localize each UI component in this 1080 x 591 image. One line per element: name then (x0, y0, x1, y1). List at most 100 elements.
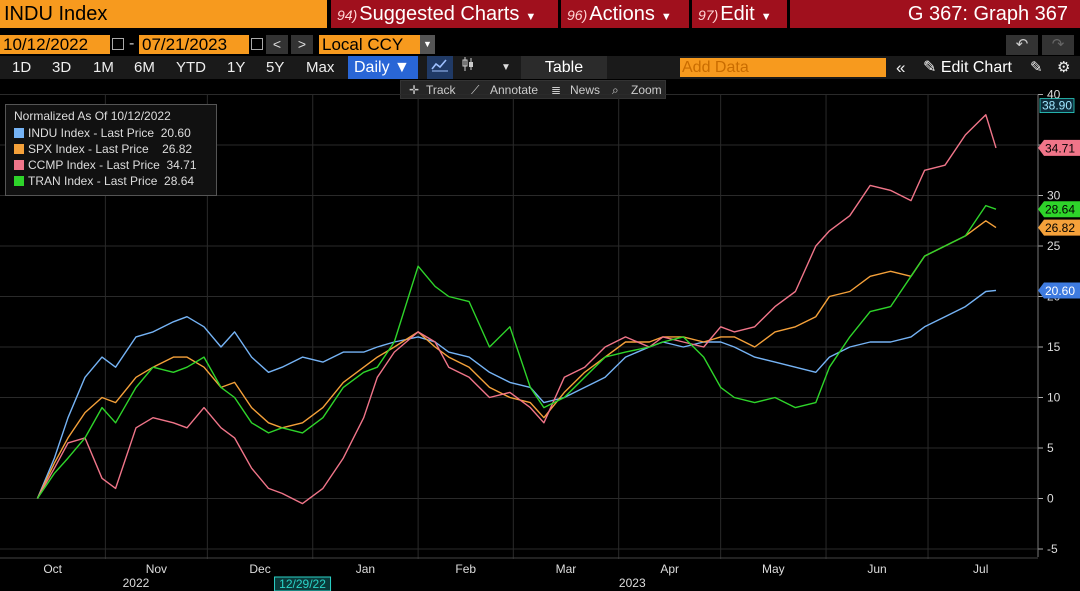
x-month-label: Apr (660, 562, 679, 576)
series-line-ccmp (36, 114, 997, 505)
period-1d[interactable]: 1D (12, 59, 32, 76)
prev-period-button[interactable]: < (266, 35, 288, 54)
series-line-tran (36, 204, 997, 499)
legend-label: CCMP Index - Last Price (28, 158, 160, 172)
actions-number: 96) (567, 7, 588, 23)
track-button[interactable]: Track (426, 83, 456, 97)
high-value-text: 38.90 (1042, 99, 1072, 113)
legend-item-spx[interactable]: SPX Index - Last Price 26.82 (14, 141, 208, 157)
edit-chart-label: Edit Chart (940, 59, 1012, 76)
period-1y[interactable]: 1Y (227, 59, 246, 76)
y-tick-label: 0 (1047, 492, 1054, 506)
calendar-icon[interactable] (251, 38, 263, 50)
chevron-down-icon: ▼ (525, 11, 537, 23)
last-value-tag-shape (1038, 139, 1080, 156)
y-tick-label: 30 (1047, 189, 1061, 203)
suggested-charts-button[interactable]: 94) Suggested Charts ▼ (331, 0, 558, 28)
actions-label: Actions (589, 3, 655, 25)
chart-legend[interactable]: Normalized As Of 10/12/2022 INDU Index -… (5, 104, 217, 196)
x-year-label: 2022 (123, 576, 150, 590)
gear-icon[interactable]: ⚙ (1057, 59, 1071, 76)
security-ticker-field[interactable]: INDU Index (0, 0, 327, 28)
legend-swatch (14, 160, 24, 170)
start-date-input[interactable]: 10/12/2022 (0, 35, 110, 54)
period-6m[interactable]: 6M (134, 59, 155, 76)
period-max[interactable]: Max (306, 59, 335, 76)
period-5y[interactable]: 5Y (266, 59, 285, 76)
next-period-button[interactable]: > (291, 35, 313, 54)
redo-icon[interactable]: ↷ (1042, 35, 1074, 55)
y-tick-label: 5 (1047, 441, 1054, 455)
period-ytd[interactable]: YTD (176, 59, 206, 76)
end-date-input[interactable]: 07/21/2023 (139, 35, 249, 54)
cursor-date-label: 12/29/22 (279, 577, 326, 591)
legend-value: 20.60 (160, 126, 191, 140)
pencil-icon: ✎ (923, 59, 937, 76)
period-1m[interactable]: 1M (93, 59, 114, 76)
suggested-charts-number: 94) (337, 7, 358, 23)
x-month-label: Oct (43, 562, 62, 576)
calendar-icon[interactable] (112, 38, 124, 50)
annotate-button[interactable]: Annotate (490, 83, 539, 97)
last-value-tag-shape (1038, 201, 1080, 218)
x-month-label: Nov (146, 562, 167, 576)
undo-icon[interactable]: ↶ (1006, 35, 1038, 55)
high-value-tag (1039, 98, 1075, 114)
legend-value: 34.71 (166, 158, 197, 172)
legend-swatch (14, 128, 24, 138)
table-button[interactable]: Table (521, 56, 607, 79)
legend-title: Normalized As Of 10/12/2022 (14, 109, 171, 123)
edit-menu-button[interactable]: 97) Edit ▼ (692, 0, 787, 28)
legend-label: TRAN Index - Last Price (28, 174, 158, 188)
last-value-tag-indu: 20.60 (1038, 282, 1080, 299)
chevron-down-icon: ▼ (660, 11, 672, 23)
legend-swatch (14, 176, 24, 186)
last-value-text: 28.64 (1045, 203, 1075, 217)
x-month-label: May (762, 562, 785, 576)
date-separator: - (129, 35, 135, 52)
y-tick-label: 15 (1047, 340, 1061, 354)
collapse-double-chevron-icon[interactable]: « (896, 58, 906, 77)
legend-item-ccmp[interactable]: CCMP Index - Last Price 34.71 (14, 157, 208, 173)
last-value-tag-spx: 26.82 (1038, 219, 1080, 236)
legend-label: SPX Index - Last Price (28, 142, 149, 156)
x-year-label: 2023 (619, 576, 646, 590)
y-tick-label: 10 (1047, 391, 1061, 405)
title-bar: INDU Index 94) Suggested Charts ▼ 96) Actio… (0, 0, 1080, 29)
candlestick-glyph (462, 57, 473, 71)
period-3d[interactable]: 3D (52, 59, 72, 76)
chevron-down-icon[interactable]: ▼ (420, 35, 435, 54)
actions-button[interactable]: 96) Actions ▼ (561, 0, 689, 28)
last-value-tag-ccmp: 34.71 (1038, 139, 1080, 156)
frequency-select[interactable]: Daily ▼ (348, 56, 418, 79)
x-month-label: Jul (973, 562, 988, 576)
edit-number: 97) (698, 7, 719, 23)
last-value-tag-shape (1038, 282, 1080, 299)
y-tick-label: 40 (1047, 88, 1061, 102)
legend-label: INDU Index - Last Price (28, 126, 155, 140)
legend-value: 28.64 (164, 174, 195, 188)
legend-item-tran[interactable]: TRAN Index - Last Price 28.64 (14, 173, 208, 189)
period-toolbar: 1D 3D 1M 6M YTD 1Y 5Y Max Daily ▼ ▼ Tabl… (0, 56, 1080, 79)
legend-value: 26.82 (162, 142, 193, 156)
legend-swatch (14, 144, 24, 154)
currency-select[interactable]: Local CCY (319, 35, 420, 54)
zoom-button[interactable]: Zoom (631, 83, 662, 97)
series-line-indu (36, 289, 997, 499)
line-chart-icon[interactable] (427, 56, 453, 79)
frequency-label: Daily (354, 59, 390, 76)
add-data-input[interactable]: Add Data (680, 58, 886, 77)
edit-chart-button[interactable]: ✎ Edit Chart (923, 56, 1012, 79)
legend-item-indu[interactable]: INDU Index - Last Price 20.60 (14, 125, 208, 141)
news-button[interactable]: News (570, 83, 601, 97)
chart-type-chevron-icon[interactable]: ▼ (501, 62, 511, 73)
last-value-tag-tran: 28.64 (1038, 201, 1080, 218)
x-month-label: Jan (356, 562, 375, 576)
news-icon: ≣ (551, 83, 562, 97)
graph-title: G 367: Graph 367 (790, 0, 1080, 28)
edit-settings-icon[interactable]: ✎ (1030, 59, 1043, 76)
suggested-charts-label: Suggested Charts (359, 3, 520, 25)
last-value-text: 34.71 (1045, 141, 1075, 155)
y-tick-label: -5 (1047, 542, 1058, 556)
candlestick-icon[interactable] (455, 56, 481, 79)
